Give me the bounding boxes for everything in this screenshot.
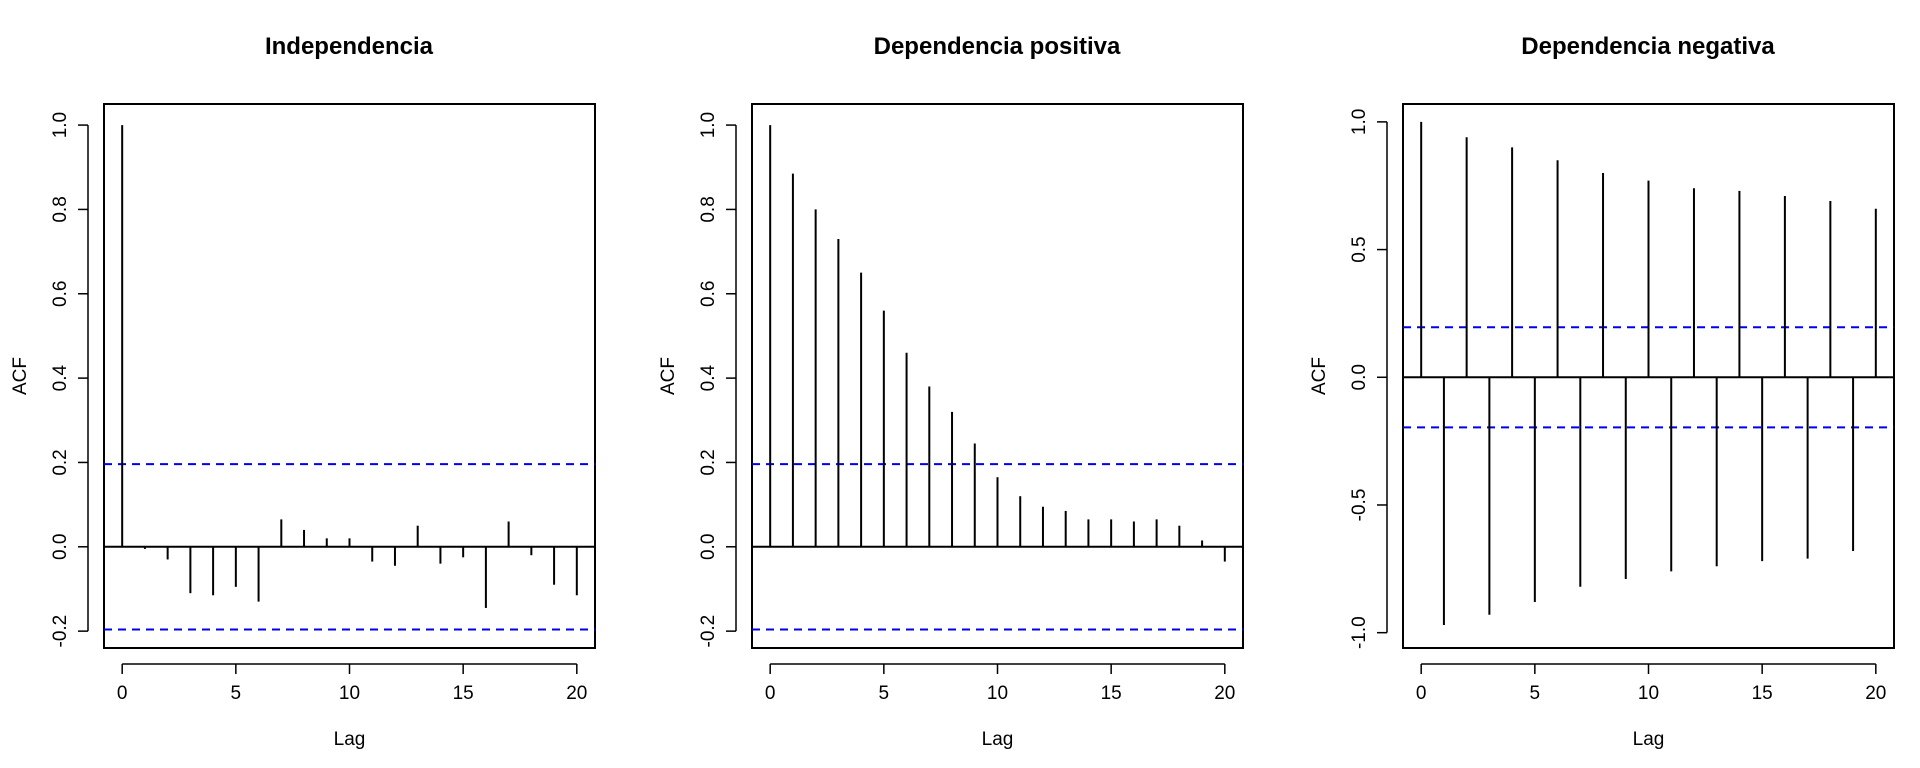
x-tick-label: 5 xyxy=(231,683,242,704)
x-tick-label: 0 xyxy=(765,683,776,704)
y-axis-label: ACF xyxy=(1309,357,1330,395)
y-tick-label: 0.0 xyxy=(698,534,719,560)
y-axis-label: ACF xyxy=(10,357,31,395)
plot-frame xyxy=(751,103,1244,649)
x-tick-label: 20 xyxy=(1214,683,1235,704)
x-tick-label: 20 xyxy=(1865,683,1886,704)
x-tick-label: 5 xyxy=(1530,683,1541,704)
y-tick-label: 0.2 xyxy=(50,449,71,475)
y-tick-label: 0.0 xyxy=(1349,364,1370,390)
y-tick-label: -1.0 xyxy=(1349,616,1370,649)
y-tick-label: 0.8 xyxy=(698,196,719,222)
y-tick-label: 0.6 xyxy=(50,281,71,307)
plot-frame xyxy=(1402,103,1895,649)
chart-title: Dependencia negativa xyxy=(1521,33,1775,60)
x-tick-label: 15 xyxy=(453,683,474,704)
chart-panel-3: Dependencia negativa 0 5 10 15 20 Lag -1.0 -0.5 0… xyxy=(1309,33,1895,750)
y-tick-label: 0.4 xyxy=(50,364,71,391)
x-tick-label: 10 xyxy=(1638,683,1659,704)
y-tick-label: 0.2 xyxy=(698,449,719,475)
plot-frame xyxy=(103,103,596,649)
x-tick-label: 10 xyxy=(987,683,1008,704)
x-tick-label: 0 xyxy=(117,683,128,704)
y-tick-label: 0.6 xyxy=(698,281,719,307)
x-tick-label: 20 xyxy=(566,683,587,704)
x-tick-label: 10 xyxy=(339,683,360,704)
chart-title: Dependencia positiva xyxy=(874,33,1121,60)
x-tick-label: 15 xyxy=(1101,683,1122,704)
y-tick-label: 1.0 xyxy=(698,112,719,138)
y-tick-label: 1.0 xyxy=(1349,109,1370,135)
y-tick-label: -0.2 xyxy=(50,615,71,648)
x-axis-label: Lag xyxy=(982,729,1014,750)
y-tick-label: 1.0 xyxy=(50,112,71,138)
y-tick-label: 0.5 xyxy=(1349,236,1370,262)
y-axis-label: ACF xyxy=(658,357,679,395)
y-tick-label: 0.0 xyxy=(50,534,71,560)
chart-panel-1: Independencia 0 5 10 15 20 Lag -0.2 0.0 0.2 0.4 0.6… xyxy=(10,33,596,750)
x-tick-label: 5 xyxy=(879,683,890,704)
x-tick-label: 15 xyxy=(1752,683,1773,704)
chart-title: Independencia xyxy=(265,33,434,60)
chart-panel-2: Dependencia positiva 0 5 10 15 20 Lag -0.2 0.0 0.… xyxy=(658,33,1244,750)
x-axis-label: Lag xyxy=(334,729,366,750)
y-tick-label: 0.8 xyxy=(50,196,71,222)
x-tick-label: 0 xyxy=(1416,683,1427,704)
y-tick-label: -0.2 xyxy=(698,615,719,648)
y-tick-label: -0.5 xyxy=(1349,489,1370,522)
y-tick-label: 0.4 xyxy=(698,364,719,391)
x-axis-label: Lag xyxy=(1633,729,1665,750)
